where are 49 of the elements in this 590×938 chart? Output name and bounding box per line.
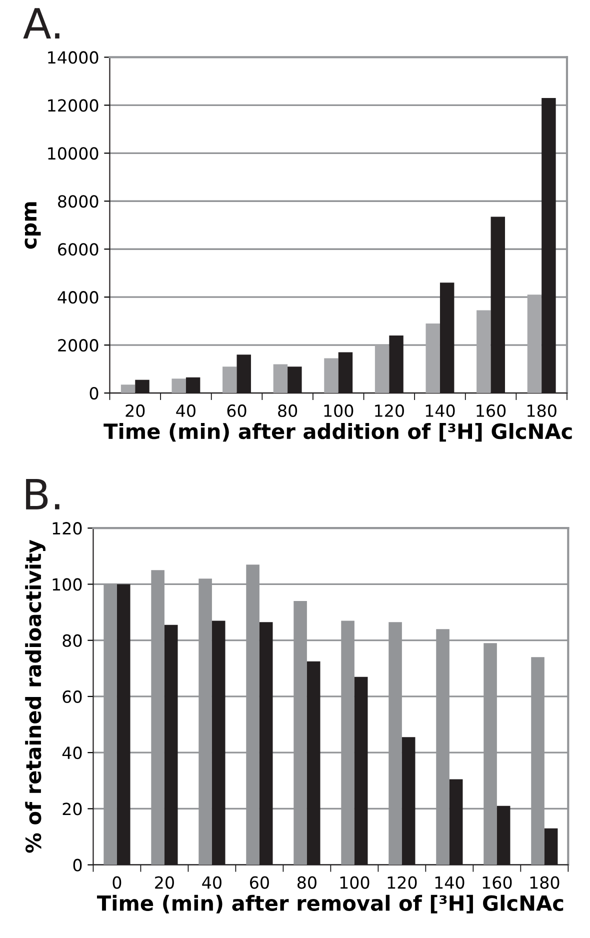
y-tick-label: 6000	[58, 243, 98, 256]
x-tick-label: 100	[324, 404, 354, 418]
chart-title: B.	[26, 478, 60, 510]
bar	[172, 378, 186, 394]
y-tick-label: 80	[62, 634, 82, 647]
bar	[374, 345, 390, 394]
y-tick-label: 10000	[48, 147, 98, 160]
x-tick-label: 20	[126, 404, 145, 418]
bar	[120, 384, 136, 394]
y-tick-label: 0	[90, 386, 98, 400]
y-tick-label: 8000	[58, 195, 98, 208]
x-tick-label: 100	[340, 876, 370, 889]
x-tick-label: 80	[278, 404, 298, 418]
bar	[324, 358, 338, 394]
y-tick-label: 100	[52, 578, 82, 591]
x-tick-label: 140	[426, 404, 455, 418]
x-tick-label: 180	[528, 404, 556, 418]
x-tick-label: 140	[435, 876, 464, 889]
y-axis-title: % of retained radioactivity	[25, 540, 46, 853]
y-axis-title: cpm	[24, 202, 41, 249]
y-tick-label: 4000	[58, 291, 98, 304]
y-tick-label: 120	[52, 522, 82, 535]
x-tick-label: 40	[202, 876, 222, 889]
y-tick-label: 14000	[48, 51, 98, 64]
x-tick-label: 120	[388, 876, 417, 889]
x-axis-title: Time (min) after removal of [³H] GlcNAc	[96, 894, 564, 914]
bar	[476, 310, 491, 394]
bar	[426, 323, 440, 394]
x-tick-label: 60	[250, 876, 269, 889]
y-tick-label: 20	[62, 802, 82, 816]
bar	[527, 294, 542, 394]
bar	[222, 366, 237, 394]
y-tick-label: 40	[62, 746, 82, 760]
chart-title: A.	[23, 8, 60, 38]
bar	[273, 364, 288, 394]
x-tick-label: 80	[297, 876, 316, 889]
x-tick-label: 120	[375, 404, 404, 418]
y-tick-label: 60	[62, 690, 82, 704]
x-tick-label: 160	[482, 876, 512, 889]
x-tick-label: 160	[476, 404, 506, 418]
x-axis-title: Time (min) after addition of [³H] GlcNAc	[104, 423, 572, 442]
x-tick-label: 20	[155, 876, 174, 889]
x-tick-label: 0	[112, 876, 122, 889]
x-tick-label: 40	[176, 404, 196, 418]
y-tick-label: 2000	[58, 339, 98, 352]
y-tick-label: 12000	[48, 99, 98, 112]
x-tick-label: 180	[530, 876, 560, 889]
y-tick-label: 0	[73, 858, 82, 872]
x-tick-label: 60	[227, 404, 246, 418]
